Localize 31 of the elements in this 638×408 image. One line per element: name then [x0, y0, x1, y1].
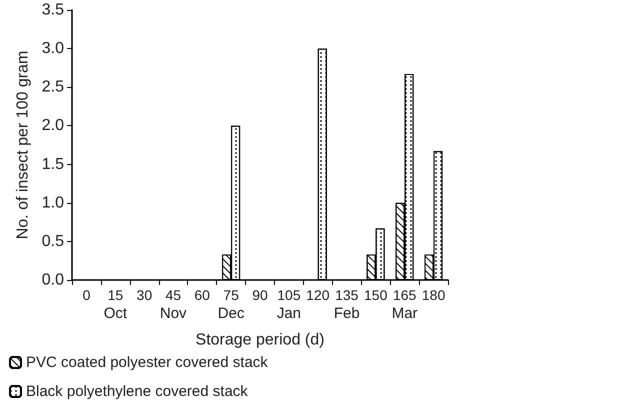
y-tick-label: 3.0: [42, 40, 64, 58]
text: Dec: [218, 305, 245, 322]
x-tick-label: 15: [108, 287, 124, 303]
x-tick-label: 150: [364, 287, 388, 303]
x-tick-label: 180: [422, 287, 446, 303]
y-tick-label: 1.5: [42, 156, 64, 173]
y-axis-title: No. of insect per 100 gram: [14, 50, 32, 240]
x-tick-label: 75: [223, 287, 240, 303]
x-tick-label: 135: [335, 287, 359, 303]
x-axis-title: Storage period (d): [196, 332, 324, 348]
y-tick-label: 2.5: [42, 78, 64, 96]
text: Mar: [392, 305, 418, 322]
text: Jan: [276, 305, 302, 322]
x-tick-label: 105: [277, 287, 301, 303]
y-tick-label: 2.0: [42, 117, 64, 134]
y-tick-label: 0.0: [42, 272, 64, 288]
y-tick-label: 0.5: [42, 232, 64, 250]
x-tick-label: 0: [82, 287, 91, 303]
y-tick-label: 1.0: [42, 194, 64, 212]
x-tick-label: 45: [165, 287, 182, 303]
legend-label: PVC coated polyester covered stack: [26, 354, 268, 371]
text: Feb: [334, 305, 360, 322]
x-tick-label: 120: [306, 287, 330, 303]
x-tick-label: 60: [194, 287, 210, 303]
x-tick-label: 165: [392, 287, 417, 303]
legend-label: Black polyethylene covered stack: [26, 383, 248, 400]
text: Oct: [104, 305, 128, 322]
x-tick-label: 90: [252, 287, 268, 303]
text: Nov: [160, 305, 188, 322]
y-tick-label: 3.5: [42, 2, 64, 18]
x-tick-label: 30: [136, 287, 152, 303]
